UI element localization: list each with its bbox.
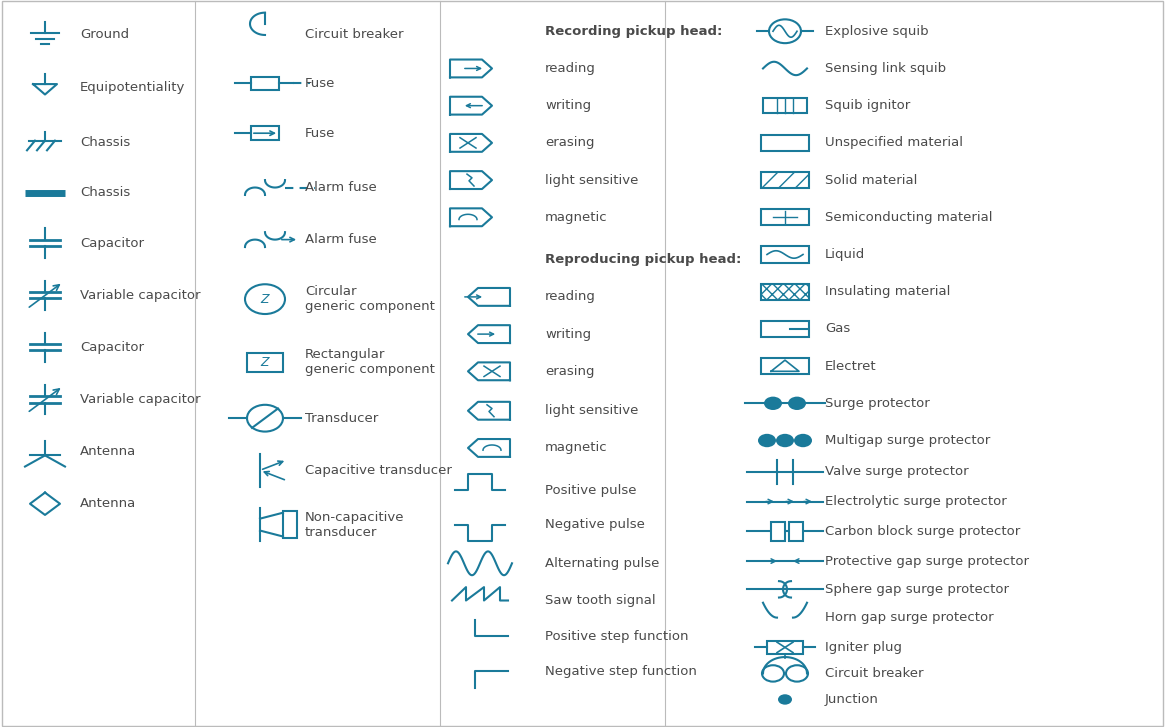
Text: reading: reading [545, 62, 595, 75]
Text: Igniter plug: Igniter plug [825, 641, 902, 654]
Text: Multigap surge protector: Multigap surge protector [825, 434, 990, 447]
Text: Reproducing pickup head:: Reproducing pickup head: [545, 253, 741, 266]
Text: Saw tooth signal: Saw tooth signal [545, 594, 656, 607]
Text: Horn gap surge protector: Horn gap surge protector [825, 611, 994, 624]
Circle shape [788, 397, 806, 410]
Text: Surge protector: Surge protector [825, 397, 930, 410]
Text: Squib ignitor: Squib ignitor [825, 99, 910, 112]
Text: light sensitive: light sensitive [545, 174, 638, 187]
Text: Electrolytic surge protector: Electrolytic surge protector [825, 495, 1007, 508]
Text: Sphere gap surge protector: Sphere gap surge protector [825, 583, 1009, 596]
Circle shape [778, 694, 792, 704]
Text: Carbon block surge protector: Carbon block surge protector [825, 525, 1021, 538]
FancyBboxPatch shape [771, 522, 785, 541]
Text: Junction: Junction [825, 693, 878, 706]
Text: Recording pickup head:: Recording pickup head: [545, 25, 722, 38]
Text: Insulating material: Insulating material [825, 285, 951, 298]
Text: Electret: Electret [825, 360, 876, 373]
Text: Z: Z [261, 356, 269, 369]
Text: Non-capacitive
transducer: Non-capacitive transducer [305, 510, 404, 539]
Text: Variable capacitor: Variable capacitor [80, 393, 200, 406]
Text: Fuse: Fuse [305, 126, 336, 140]
Text: Circuit breaker: Circuit breaker [305, 28, 403, 41]
Text: Capacitor: Capacitor [80, 341, 144, 354]
Text: Chassis: Chassis [80, 137, 130, 149]
Circle shape [776, 434, 795, 447]
Circle shape [758, 434, 776, 447]
Text: Alarm fuse: Alarm fuse [305, 181, 376, 194]
Text: Negative pulse: Negative pulse [545, 518, 645, 531]
Text: Protective gap surge protector: Protective gap surge protector [825, 555, 1029, 568]
Text: Solid material: Solid material [825, 174, 917, 187]
Text: Fuse: Fuse [305, 77, 336, 90]
Text: Antenna: Antenna [80, 445, 136, 458]
Text: Z: Z [261, 293, 269, 305]
Text: erasing: erasing [545, 137, 594, 149]
Text: magnetic: magnetic [545, 211, 608, 224]
Text: Variable capacitor: Variable capacitor [80, 289, 200, 302]
Text: Sensing link squib: Sensing link squib [825, 62, 946, 75]
Text: magnetic: magnetic [545, 441, 608, 454]
FancyBboxPatch shape [789, 522, 803, 541]
Circle shape [764, 397, 782, 410]
Text: Negative step function: Negative step function [545, 664, 697, 678]
Text: Liquid: Liquid [825, 248, 866, 261]
Text: Ground: Ground [80, 28, 129, 41]
Text: Circular
generic component: Circular generic component [305, 285, 435, 313]
Text: reading: reading [545, 290, 595, 303]
Text: Explosive squib: Explosive squib [825, 25, 929, 38]
Text: Positive pulse: Positive pulse [545, 484, 636, 497]
Text: Capacitor: Capacitor [80, 237, 144, 250]
Text: Rectangular
generic component: Rectangular generic component [305, 348, 435, 377]
Text: writing: writing [545, 328, 591, 341]
Circle shape [795, 434, 812, 447]
Text: Valve surge protector: Valve surge protector [825, 465, 968, 478]
Text: erasing: erasing [545, 365, 594, 378]
Text: Semiconducting material: Semiconducting material [825, 211, 993, 224]
Text: Alternating pulse: Alternating pulse [545, 557, 659, 570]
Text: Equipotentiality: Equipotentiality [80, 81, 185, 94]
Text: Alarm fuse: Alarm fuse [305, 233, 376, 246]
Text: light sensitive: light sensitive [545, 404, 638, 417]
Text: Circuit breaker: Circuit breaker [825, 667, 924, 680]
Text: Antenna: Antenna [80, 497, 136, 510]
Text: Gas: Gas [825, 322, 850, 335]
Text: Chassis: Chassis [80, 186, 130, 199]
Text: Positive step function: Positive step function [545, 630, 689, 643]
Text: writing: writing [545, 99, 591, 112]
Text: Transducer: Transducer [305, 411, 379, 425]
Text: Capacitive transducer: Capacitive transducer [305, 464, 452, 477]
Text: Unspecified material: Unspecified material [825, 137, 963, 149]
